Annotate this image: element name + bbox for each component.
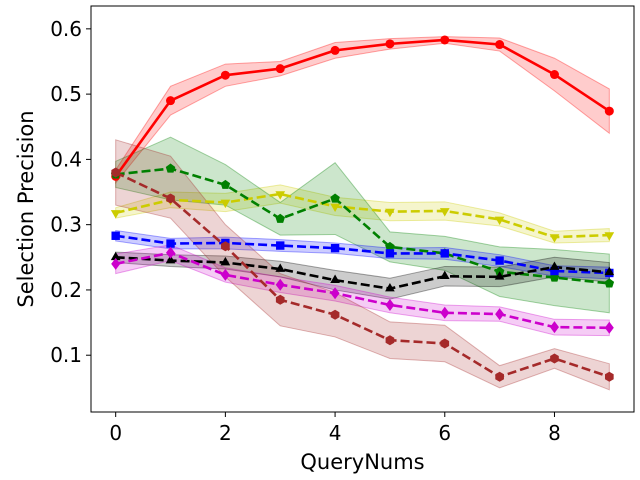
series-6-point (440, 338, 450, 349)
confidence-bands (115, 36, 610, 391)
series-6-point (550, 353, 559, 364)
series-3-point (330, 243, 340, 253)
series-2-point (220, 179, 231, 189)
y-tick-label: 0.2 (50, 278, 82, 302)
y-tick-label: 0.1 (50, 343, 82, 367)
series-2-point (385, 241, 395, 251)
y-tick-label: 0.5 (50, 82, 82, 106)
series-2-band (115, 136, 610, 314)
x-tick-label: 0 (109, 421, 122, 445)
series-4-point (439, 270, 450, 280)
series-0-point (166, 96, 176, 106)
x-tick-label: 6 (438, 421, 451, 445)
series-4-point (110, 251, 121, 261)
series-3-point (440, 249, 449, 258)
series-4-point (330, 274, 340, 283)
series-1-line (115, 192, 610, 239)
series-5-point (330, 287, 340, 300)
series-0-point (604, 106, 614, 116)
series-0-point (385, 39, 395, 49)
series-6-point (495, 371, 504, 382)
series-2-point (604, 278, 615, 288)
series-0-point (549, 70, 559, 80)
series-2-point (165, 163, 176, 173)
series-5-point (549, 321, 559, 334)
series-5-point (440, 306, 450, 319)
series-2-point (494, 266, 505, 276)
series-5-point (275, 278, 285, 291)
series-4-point (385, 283, 395, 292)
series-4-line (115, 256, 610, 290)
series-5-point (166, 246, 176, 259)
series-6-point (166, 193, 175, 204)
series-3-point (111, 231, 120, 240)
series-5-line (115, 251, 610, 330)
plot-frame (90, 5, 635, 413)
series-5-point (220, 268, 230, 281)
series-1-point (494, 216, 505, 226)
y-tick-label: 0.3 (50, 213, 82, 237)
series-0-point (330, 45, 340, 55)
y-axis-label: Selection Precision (14, 110, 38, 307)
series-3-point (550, 266, 559, 276)
series-1-point (549, 234, 560, 243)
series-1-point (385, 208, 395, 218)
series-3-point (166, 239, 175, 248)
x-axis-label: QueryNums (300, 450, 424, 474)
series-4-point (220, 256, 231, 266)
y-tick-label: 0.6 (50, 17, 82, 41)
series-6-point (604, 371, 614, 382)
series-3-point (385, 249, 395, 258)
x-tick-label: 4 (329, 421, 342, 445)
series-1-point (330, 203, 340, 212)
series-5-point (495, 308, 505, 321)
x-axis: 0 2 4 6 8 (109, 412, 561, 445)
series-6-line (115, 171, 610, 379)
series-4-point (275, 263, 286, 272)
series-6-band (115, 139, 610, 391)
series-4-point (494, 271, 505, 280)
series-5-point (604, 321, 614, 334)
series-1-point (604, 232, 615, 241)
x-tick-label: 8 (548, 421, 561, 445)
series-0-point (440, 35, 450, 45)
series-6-point (111, 167, 121, 178)
series-1-point (110, 210, 121, 219)
series-6-point (330, 309, 340, 320)
series-4-point (549, 261, 560, 270)
series-2-line (115, 167, 610, 285)
y-tick-label: 0.4 (50, 147, 82, 171)
series-6-point (385, 335, 395, 346)
series-0-line (114, 38, 611, 178)
series-6-point (221, 241, 230, 252)
series-3-point (495, 256, 504, 265)
series-1-point (220, 199, 231, 209)
series-5-point (111, 257, 121, 270)
series-3-line (115, 234, 610, 275)
series-0-point (220, 70, 230, 80)
series-5-point (385, 298, 395, 311)
series-3-point (276, 241, 285, 250)
series-4-point (165, 254, 176, 264)
series-0-point (495, 40, 505, 50)
series-6-point (275, 294, 285, 305)
series-lines (114, 38, 611, 379)
series-1-point (275, 191, 286, 200)
y-axis: 0.1 0.2 0.3 0.4 0.5 0.6 (50, 17, 91, 367)
series-1-point (439, 208, 450, 217)
series-markers (110, 35, 615, 382)
series-0-point (275, 64, 285, 74)
x-tick-label: 2 (219, 421, 232, 445)
series-4-point (604, 266, 615, 276)
series-2-point (275, 213, 285, 223)
series-2-point (330, 193, 340, 203)
